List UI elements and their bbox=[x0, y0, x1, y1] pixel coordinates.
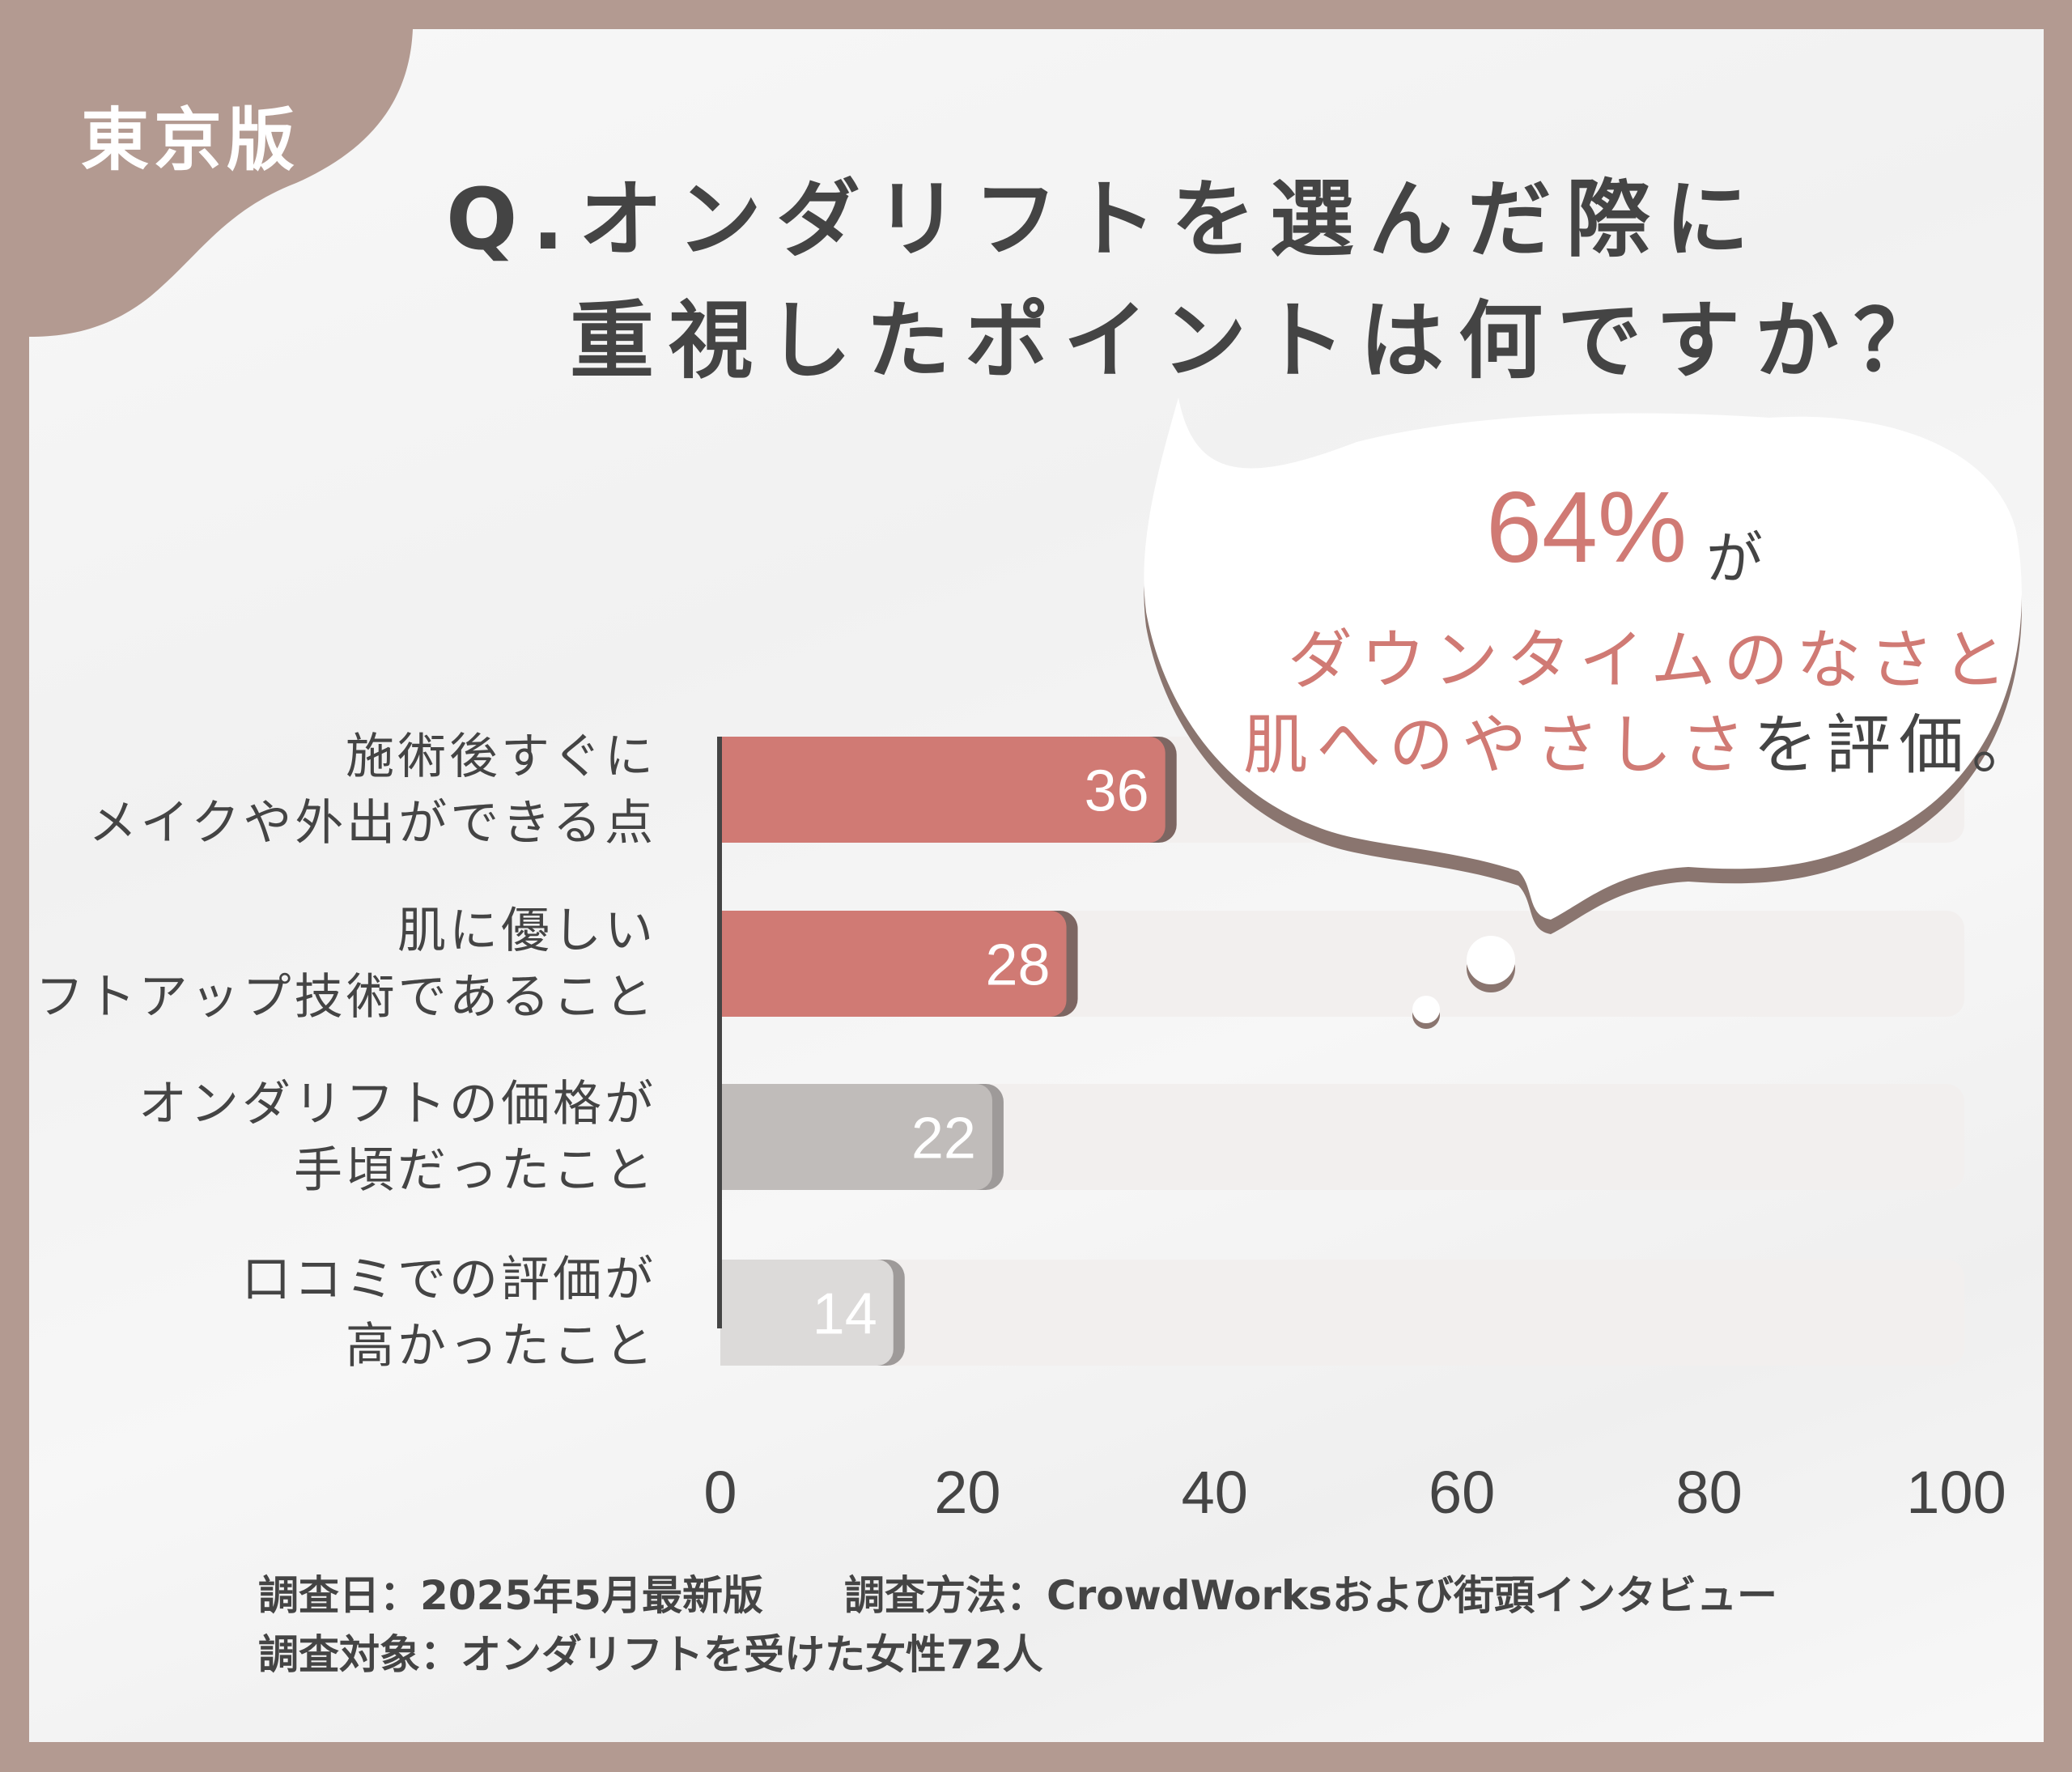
bar-value-label: 22 bbox=[911, 1107, 976, 1171]
category-label-line: 口コミでの評価が bbox=[242, 1251, 656, 1308]
category-label-line: リフトアップ技術であること bbox=[29, 969, 656, 1026]
x-tick-label: 40 bbox=[1181, 1459, 1248, 1526]
bar-0 bbox=[720, 737, 1166, 843]
bar-left-edge bbox=[720, 1260, 745, 1366]
bar-left-edge bbox=[720, 737, 745, 843]
bar-2 bbox=[720, 1084, 992, 1190]
callout-percent: 64% bbox=[1486, 472, 1688, 584]
x-tick-label: 60 bbox=[1429, 1459, 1496, 1526]
bar-1 bbox=[720, 911, 1067, 1017]
x-tick-label: 20 bbox=[934, 1459, 1001, 1526]
category-label: オンダリフトの価格が手頃だったこと bbox=[138, 1071, 656, 1204]
callout-suffix: が bbox=[1706, 525, 1763, 592]
category-label: 施術後すぐにメイクや外出ができる点 bbox=[88, 724, 656, 856]
footer-line-2: 調査対象：オンダリフトを受けた女性72人 bbox=[258, 1631, 1043, 1678]
x-tick-label: 80 bbox=[1675, 1459, 1743, 1526]
title-line-1: Q.オンダリフトを選んだ際に bbox=[446, 170, 1764, 269]
infographic-panel: 東京版 Q.オンダリフトを選んだ際に 重視したポイントは何ですか？ 36 28 22… bbox=[29, 29, 2044, 1742]
y-axis-line bbox=[717, 737, 722, 1328]
speech-bubble bbox=[1144, 397, 2022, 1029]
category-label: 肌に優しいリフトアップ技術であること bbox=[29, 898, 656, 1030]
category-label-line: 高かったこと bbox=[346, 1318, 656, 1375]
callout-line-2: 肌へのやさしさを評価。 bbox=[1243, 693, 2044, 787]
category-label: 口コミでの評価が高かったこと bbox=[242, 1247, 656, 1379]
bar-value-label: 36 bbox=[1085, 759, 1149, 824]
edition-badge: 東京版 bbox=[81, 100, 300, 180]
bar-left-edge bbox=[720, 1084, 745, 1190]
category-label-line: メイクや外出ができる点 bbox=[88, 795, 656, 852]
category-label-line: 施術後すぐに bbox=[346, 729, 656, 785]
bar-value-label: 28 bbox=[985, 933, 1050, 998]
callout-highlight: 肌へのやさしさ bbox=[1243, 708, 1753, 783]
callout-rest: を評価。 bbox=[1753, 708, 2044, 783]
category-label-line: オンダリフトの価格が bbox=[138, 1076, 656, 1132]
category-label-line: 肌に優しい bbox=[397, 903, 656, 959]
footer-line-1: 調査日：2025年5月最新版 調査方法：CrowdWorksおよび街頭インタビュ… bbox=[258, 1572, 1778, 1619]
title-line-2: 重視したポイントは何ですか？ bbox=[570, 291, 1953, 390]
bar-3 bbox=[720, 1260, 894, 1366]
bar-track bbox=[720, 1084, 1964, 1190]
bar-track bbox=[720, 1260, 1964, 1366]
corner-blob bbox=[29, 29, 413, 337]
callout-line-1: ダウンタイムのなさと bbox=[1288, 623, 2015, 698]
bar-value-label: 14 bbox=[813, 1282, 877, 1347]
x-tick-label: 0 bbox=[703, 1459, 737, 1526]
bar-left-edge bbox=[720, 911, 745, 1017]
category-label-line: 手頃だったこと bbox=[294, 1142, 656, 1199]
x-tick-label: 100 bbox=[1906, 1459, 2006, 1526]
